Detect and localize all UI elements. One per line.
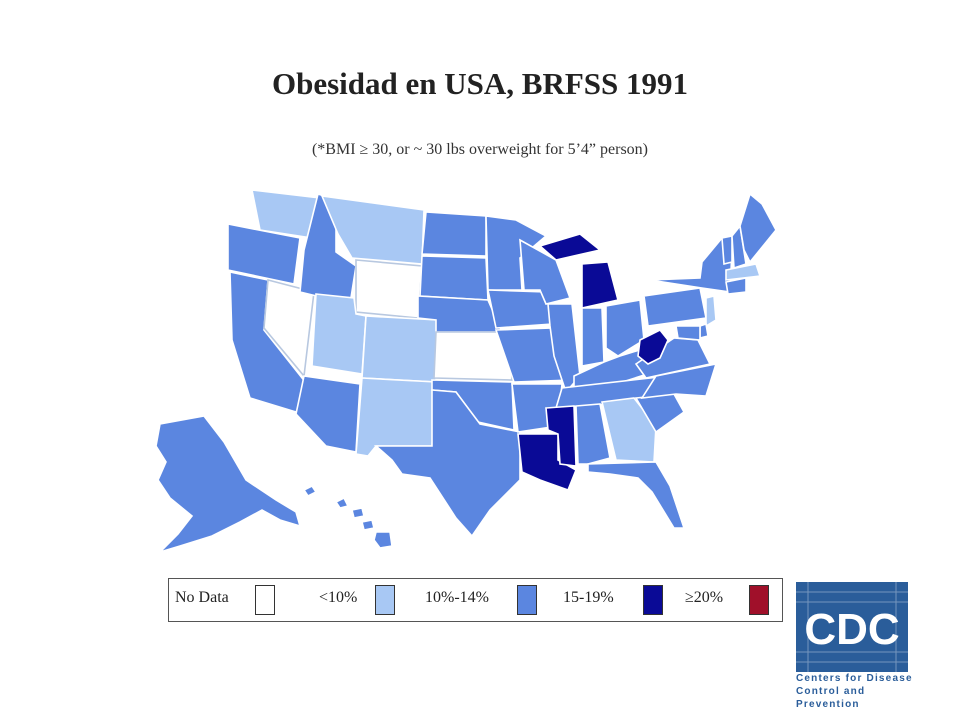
cdc-logo: CDC	[796, 582, 908, 672]
state-mi	[538, 233, 619, 309]
legend-label-1: <10%	[319, 589, 358, 606]
state-oh	[605, 299, 645, 357]
state-de	[699, 322, 709, 340]
cdc-name: Centers for Disease Control and Preventi…	[796, 672, 926, 711]
state-mt	[320, 195, 425, 265]
state-hi	[302, 484, 393, 549]
state-nc	[640, 362, 718, 399]
legend-label-2: 10%-14%	[425, 589, 489, 606]
state-nj	[705, 294, 717, 328]
legend-swatch-3	[643, 585, 663, 615]
cdc-name-line1: Centers for Disease	[796, 673, 913, 684]
state-in	[581, 307, 605, 367]
state-nm	[355, 377, 437, 457]
state-ks	[433, 331, 513, 381]
state-az	[295, 375, 361, 453]
legend-swatch-1	[375, 585, 395, 615]
state-al	[575, 403, 611, 465]
state-or	[227, 223, 301, 285]
chart-title: Obesidad en USA, BRFSS 1991	[271, 66, 689, 101]
cdc-name-line2: Control and Prevention	[796, 686, 866, 710]
state-co	[361, 315, 439, 383]
state-md	[675, 325, 701, 341]
state-wv	[637, 328, 669, 365]
state-ms	[545, 405, 577, 467]
state-me	[739, 192, 777, 264]
state-fl	[587, 461, 686, 529]
legend-label-0: No Data	[175, 589, 229, 606]
state-ak	[155, 415, 302, 553]
legend: No Data <10% 10%-14% 15-19% ≥20%	[168, 578, 783, 622]
state-ct	[725, 277, 747, 295]
us-map	[155, 189, 777, 553]
cdc-acronym: CDC	[804, 605, 899, 654]
legend-label-4: ≥20%	[685, 589, 724, 606]
state-nh	[731, 224, 747, 270]
state-pa	[643, 287, 707, 327]
state-ga	[601, 397, 657, 463]
state-ma	[725, 263, 762, 281]
legend-swatch-2	[517, 585, 537, 615]
chart-subtitle: (*BMI ≥ 30, or ~ 30 lbs overweight for 5…	[311, 141, 649, 158]
state-wy	[355, 259, 423, 319]
state-nd	[421, 211, 487, 257]
state-tx	[373, 389, 521, 538]
legend-swatch-4	[749, 585, 769, 615]
legend-swatch-0	[255, 585, 275, 615]
state-vt	[721, 235, 733, 266]
state-ny	[649, 236, 733, 293]
legend-label-3: 15-19%	[563, 589, 614, 606]
state-sd	[419, 255, 489, 301]
